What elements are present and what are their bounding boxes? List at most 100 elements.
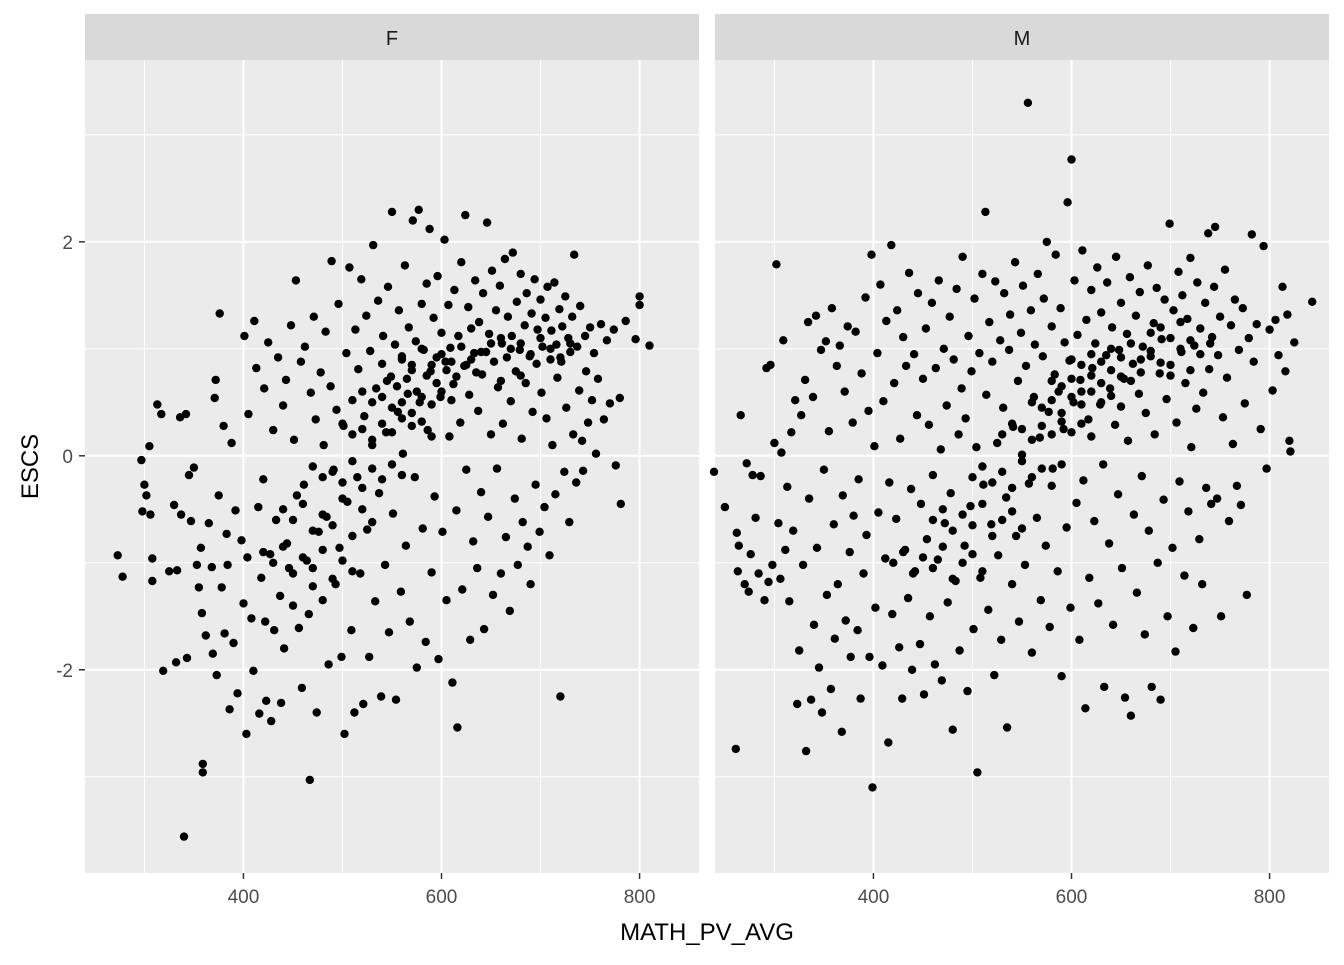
data-point (207, 562, 216, 572)
data-point (467, 355, 476, 364)
data-point (996, 336, 1005, 345)
data-point (348, 396, 357, 405)
data-point (507, 331, 516, 341)
data-point (1116, 372, 1126, 381)
data-point (1228, 439, 1238, 449)
data-point (979, 480, 988, 489)
data-point (537, 388, 546, 397)
data-point (276, 698, 286, 708)
data-point (1017, 524, 1027, 533)
facet-strip-m (715, 14, 1329, 60)
data-point (430, 492, 439, 501)
data-point (521, 378, 530, 388)
data-point (1144, 526, 1154, 535)
data-point (576, 301, 585, 311)
data-point (405, 617, 414, 626)
data-point (281, 375, 291, 385)
data-point (297, 683, 307, 693)
x-tick-label: 800 (1254, 887, 1286, 908)
data-point (358, 505, 367, 514)
data-point (334, 299, 343, 309)
data-point (319, 440, 328, 450)
data-point (904, 268, 914, 278)
data-point (466, 635, 475, 644)
data-point (1166, 371, 1175, 380)
data-point (890, 378, 899, 388)
data-point (510, 494, 519, 503)
data-point (1056, 304, 1065, 313)
data-point (1202, 483, 1211, 493)
data-point (937, 676, 946, 685)
data-point (565, 517, 574, 527)
data-point (1156, 358, 1165, 367)
data-point (390, 340, 400, 349)
data-point (1106, 366, 1116, 375)
data-point (1077, 419, 1086, 428)
data-point (197, 608, 207, 618)
data-point (575, 386, 584, 395)
data-point (605, 399, 615, 408)
data-point (615, 393, 624, 403)
data-point (1016, 328, 1026, 337)
data-point (1234, 345, 1244, 355)
data-point (876, 280, 885, 289)
data-point (851, 327, 860, 336)
data-point (1240, 399, 1250, 408)
data-point (848, 418, 857, 427)
data-point (261, 617, 270, 626)
x-axis-ticks-m: 400 600 800 (858, 873, 1286, 908)
data-point (219, 421, 228, 431)
data-point (927, 298, 937, 307)
data-point (631, 335, 640, 344)
data-point (1236, 500, 1246, 510)
data-point (884, 738, 893, 747)
data-point (645, 341, 654, 350)
data-point (1156, 695, 1165, 704)
y-axis-ticks: -2 0 2 (56, 233, 85, 682)
data-point (299, 480, 309, 489)
data-point (1216, 612, 1226, 621)
data-point (1232, 481, 1242, 490)
data-point (1195, 535, 1204, 544)
data-point (933, 555, 942, 564)
data-point (1126, 711, 1136, 720)
data-point (934, 276, 943, 285)
data-point (397, 470, 407, 480)
data-point (305, 775, 314, 785)
data-point (308, 526, 317, 535)
data-point (495, 281, 505, 290)
data-point (312, 708, 321, 717)
data-point (1099, 460, 1108, 469)
data-point (1290, 338, 1299, 347)
data-point (827, 304, 837, 313)
data-point (269, 425, 278, 435)
data-point (1268, 386, 1277, 395)
data-point (1146, 328, 1155, 337)
data-point (540, 502, 549, 512)
data-point (273, 353, 283, 362)
data-point (569, 430, 578, 439)
data-point (885, 478, 894, 487)
data-point (561, 292, 570, 301)
data-point (1180, 571, 1189, 580)
data-point (978, 567, 987, 576)
data-point (1090, 516, 1099, 526)
facet-strip-f (85, 14, 699, 60)
data-point (288, 515, 298, 525)
data-point (609, 325, 618, 334)
data-point (1087, 371, 1096, 380)
data-point (153, 400, 162, 409)
data-point (266, 550, 275, 559)
data-point (899, 332, 908, 342)
data-point (1093, 263, 1102, 272)
data-point (242, 729, 251, 739)
data-point (353, 473, 362, 482)
data-point (518, 517, 527, 527)
data-point (1123, 436, 1133, 445)
data-point (1117, 563, 1127, 573)
data-point (327, 256, 336, 266)
data-point (397, 414, 407, 423)
data-point (957, 384, 966, 393)
data-point (1021, 361, 1031, 371)
data-point (1013, 376, 1023, 386)
